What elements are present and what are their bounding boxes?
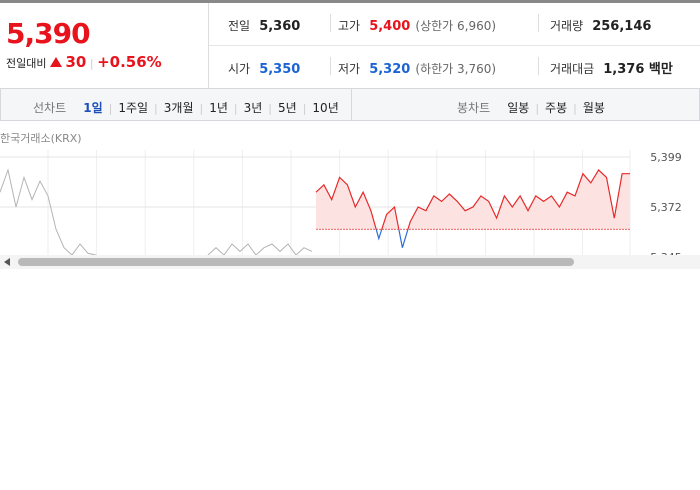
stat-value: 5,400 (369, 19, 411, 34)
tab-group-label: 봉차트 (457, 101, 491, 115)
tab-separator: | (268, 102, 273, 115)
price: 5,390 (6, 17, 91, 50)
stat-label: 저가 (338, 62, 361, 76)
tab[interactable]: 3개월 (163, 101, 194, 115)
tab[interactable]: 5년 (278, 101, 297, 115)
change-amount: 30 (65, 53, 87, 71)
stat-value: 5,350 (259, 62, 301, 77)
area (316, 170, 630, 230)
col-divider (538, 14, 539, 32)
stat-value: 5,320 (369, 62, 411, 77)
tab[interactable]: 1일 (83, 101, 103, 115)
tab-separator: | (233, 102, 238, 115)
tab-group-label: 선차트 (33, 101, 67, 115)
change-label: 전일대비 (6, 57, 47, 70)
up-arrow (49, 57, 62, 67)
line (0, 168, 313, 255)
source: 한국거래소(KRX) (0, 132, 82, 145)
stat-value: 5,360 (259, 19, 301, 34)
tab[interactable]: 3년 (243, 101, 263, 115)
scroll-thumb[interactable] (18, 258, 574, 266)
change-rate: +0.56% (97, 53, 162, 71)
tab[interactable]: 월봉 (582, 101, 605, 115)
stat-note: (하한가 3,760) (415, 62, 497, 76)
stat-value: 1,376 백만 (603, 62, 673, 77)
row-divider (209, 45, 700, 46)
y-tick-label: 5,399 (650, 151, 682, 164)
line-tabs: 선차트 1일 | 1주일 | 3개월 | 1년 | 3년 | 5년 | 10년 (33, 97, 345, 116)
tab[interactable]: 1주일 (118, 101, 149, 115)
price-box: 5,390 전일대비 30 | +0.56% (0, 3, 209, 88)
tab-separator: | (302, 102, 307, 115)
top-border (0, 0, 700, 3)
y-tick-label: 5,345 (650, 251, 682, 255)
stat-label: 고가 (338, 19, 361, 33)
y-tick-label: 5,372 (650, 201, 682, 214)
tab-separator: | (573, 102, 577, 115)
col-divider (330, 57, 331, 75)
stat-label: 시가 (228, 62, 251, 76)
stat-value: 256,146 (592, 19, 652, 34)
tab[interactable]: 1년 (209, 101, 228, 115)
candle-tabs: 봉차트 일봉 | 주봉 | 월봉 (457, 97, 611, 116)
tab-separator: | (199, 102, 204, 115)
stat-label: 전일 (228, 19, 251, 33)
tab-bar: 선차트 1일 | 1주일 | 3개월 | 1년 | 3년 | 5년 | 10년 봉차트 일봉 | 주봉 | 월봉 (0, 88, 700, 121)
col-divider (330, 14, 331, 32)
col-divider (538, 57, 539, 75)
stat-label: 거래량 (550, 19, 584, 33)
tab-separator: | (154, 102, 158, 115)
tab[interactable]: 일봉 (507, 101, 530, 115)
tab[interactable]: 주봉 (545, 101, 568, 115)
tab-separator: | (108, 102, 113, 115)
scrollbar[interactable] (0, 255, 700, 269)
chart: 5,399 5,372 5,345 (0, 150, 682, 255)
stat-note: (상한가 6,960) (415, 19, 497, 33)
stat-label: 거래대금 (550, 62, 595, 76)
change: 전일대비 30 | +0.56% (6, 53, 162, 71)
tab[interactable]: 10년 (312, 101, 339, 115)
line (315, 169, 630, 230)
tab-separator: | (535, 102, 540, 115)
